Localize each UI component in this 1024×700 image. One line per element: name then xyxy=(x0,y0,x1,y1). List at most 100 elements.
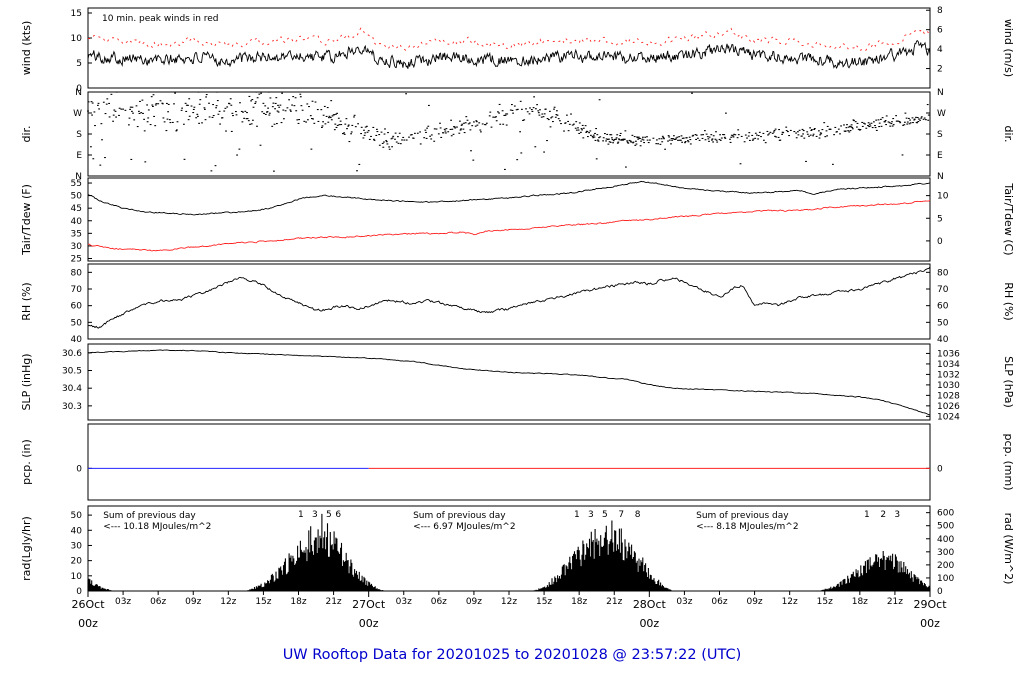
wind-speed-series xyxy=(87,40,931,70)
y-right-label: 1028 xyxy=(937,391,960,401)
panel-pcp: 0 0 pcp. (in) pcp. (mm) xyxy=(20,423,1015,501)
x-minor-label: 15z xyxy=(536,597,552,607)
annotation: 1 xyxy=(298,510,304,520)
annotation: 5 xyxy=(602,510,608,520)
y-left-label: 5 xyxy=(76,59,82,69)
x-minor-label: 03z xyxy=(396,597,412,607)
y-left-label: 10 xyxy=(71,572,83,582)
y-right-label: 10 xyxy=(937,192,949,202)
y-right-label: 1032 xyxy=(937,370,960,380)
annotation: Sum of previous day xyxy=(103,511,196,521)
y-right-label: 200 xyxy=(937,561,954,571)
y-left-label: 0 xyxy=(76,587,82,597)
annotation: <--- 8.18 MJoules/m^2 xyxy=(696,522,798,532)
axis-title-left: pcp. (in) xyxy=(20,439,33,485)
x-minor-label: 15z xyxy=(255,597,271,607)
x-major-date: 26Oct xyxy=(71,598,105,611)
x-major-time: 00z xyxy=(359,617,379,630)
wind-peak-path xyxy=(87,27,931,52)
x-major-time: 00z xyxy=(639,617,659,630)
y-left-label: 30 xyxy=(71,541,83,551)
annotation: 2 xyxy=(880,510,886,520)
axis-title-left: wind (kts) xyxy=(20,21,33,76)
y-right-label: 1024 xyxy=(937,412,960,422)
y-right-label: 100 xyxy=(937,574,954,584)
y-left-label: W xyxy=(73,109,82,119)
y-right-label: 0 xyxy=(937,587,943,597)
wind-direction-series xyxy=(87,91,930,172)
y-right-label: 300 xyxy=(937,548,954,558)
x-minor-label: 06z xyxy=(711,597,727,607)
y-left-label: 30.6 xyxy=(62,349,82,359)
x-minor-label: 21z xyxy=(887,597,903,607)
solar-radiation-series xyxy=(87,513,931,591)
y-left-label: 70 xyxy=(71,285,83,295)
y-right-label: E xyxy=(937,151,943,161)
y-right-label: 4 xyxy=(937,45,943,55)
panel-border xyxy=(87,505,931,592)
y-left-label: 30.5 xyxy=(62,367,82,377)
y-right-label: N xyxy=(937,172,944,182)
y-left-label: 0 xyxy=(76,464,82,474)
y-left-label: 55 xyxy=(71,179,82,189)
y-left-label: 40 xyxy=(71,335,83,345)
y-right-label: 2 xyxy=(937,65,943,75)
annotation: 6 xyxy=(335,510,341,520)
y-left-label: E xyxy=(76,151,82,161)
x-major-date: 29Oct xyxy=(913,598,947,611)
axis-title-right: wind (m/s) xyxy=(1002,19,1015,77)
axis-title-right: dir. xyxy=(1002,125,1015,142)
panel-border xyxy=(87,423,931,501)
axis-title-left: RH (%) xyxy=(20,282,33,320)
y-right-label: 1036 xyxy=(937,349,960,359)
y-right-label: 600 xyxy=(937,509,954,519)
x-minor-label: 03z xyxy=(676,597,692,607)
annotation: 3 xyxy=(312,510,318,520)
x-major-date: 27Oct xyxy=(352,598,386,611)
y-right-label: 8 xyxy=(937,6,943,16)
x-minor-label: 21z xyxy=(606,597,622,607)
x-minor-label: 09z xyxy=(185,597,201,607)
x-minor-label: 12z xyxy=(220,597,236,607)
y-left-label: 25 xyxy=(71,254,82,264)
y-right-label: S xyxy=(937,130,943,140)
chart-title: UW Rooftop Data for 20201025 to 20201028… xyxy=(282,647,742,663)
x-minor-label: 09z xyxy=(746,597,762,607)
x-minor-label: 06z xyxy=(150,597,166,607)
y-right-label: 80 xyxy=(937,268,949,278)
sea-level-pressure-series xyxy=(87,349,931,416)
x-minor-label: 09z xyxy=(466,597,482,607)
y-left-label: 50 xyxy=(71,511,83,521)
panel-rh: 40 50 60 70 80 40 50 60 70 80 RH (%) RH (%) xyxy=(20,263,1015,345)
annotation: 3 xyxy=(894,510,900,520)
y-right-label: N xyxy=(937,88,944,98)
x-minor-label: 06z xyxy=(431,597,447,607)
relative-humidity-path xyxy=(87,266,931,329)
x-major-date: 28Oct xyxy=(633,598,667,611)
y-left-label: 30.4 xyxy=(62,384,82,394)
y-left-label: 15 xyxy=(71,9,82,19)
panel-border xyxy=(87,177,931,262)
y-right-label: 60 xyxy=(937,302,949,312)
air-temperature-path xyxy=(87,180,931,216)
annotation: 1 xyxy=(574,510,580,520)
y-right-label: W xyxy=(937,109,946,119)
y-left-label: 60 xyxy=(71,302,83,312)
axis-title-right: Tair/Tdew (C) xyxy=(1002,182,1015,255)
x-major-time: 00z xyxy=(78,617,98,630)
y-right-label: 1026 xyxy=(937,402,960,412)
y-left-label: 0 xyxy=(76,84,82,94)
annotation: 7 xyxy=(618,510,624,520)
y-right-label: 6 xyxy=(937,26,943,36)
y-left-label: 30 xyxy=(71,242,83,252)
annotation: 5 xyxy=(326,510,332,520)
annotation: 8 xyxy=(635,510,641,520)
radiation-bars-path xyxy=(87,513,931,591)
annotation: 3 xyxy=(588,510,594,520)
axis-title-left: SLP (inHg) xyxy=(20,353,33,410)
x-minor-label: 18z xyxy=(571,597,587,607)
x-minor-label: 12z xyxy=(501,597,517,607)
